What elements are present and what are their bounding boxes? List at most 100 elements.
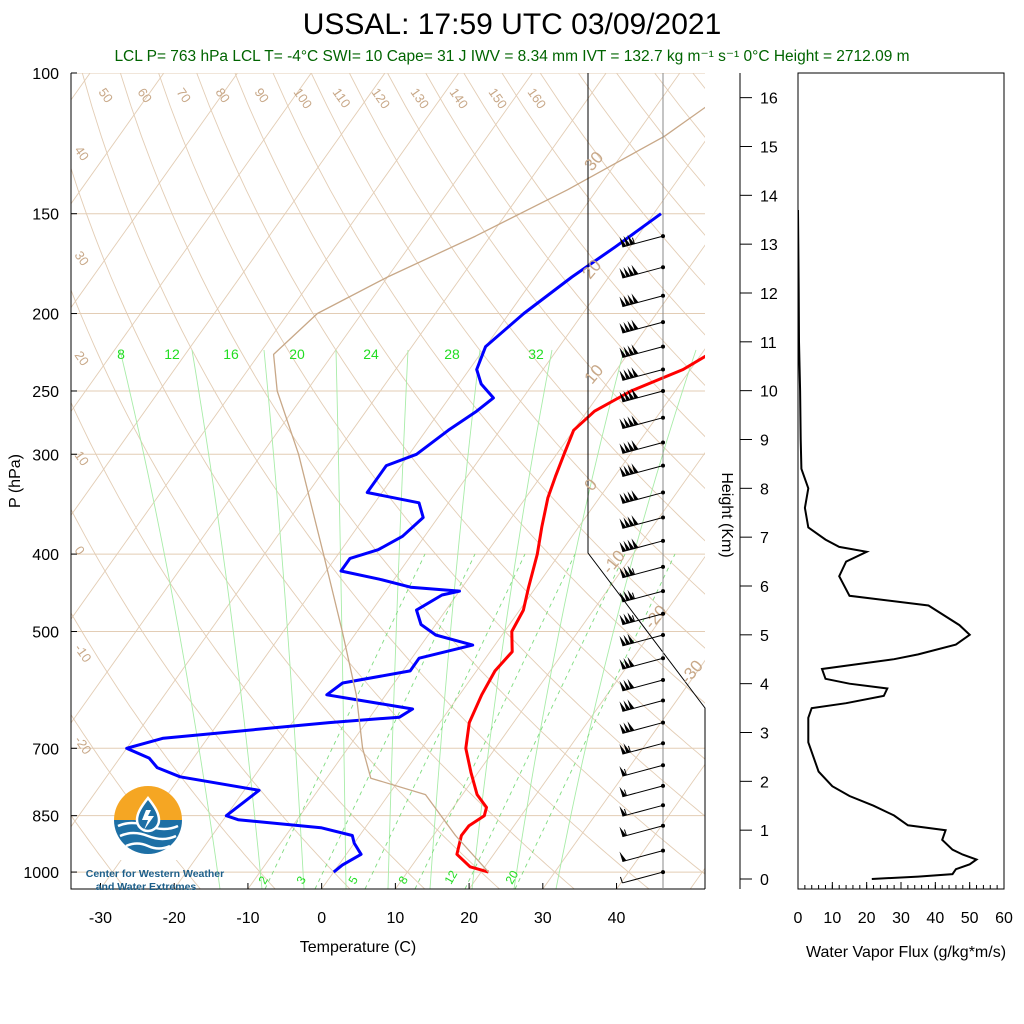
wind-barb xyxy=(619,234,665,248)
wv-y-tick-label: 3 xyxy=(760,725,769,742)
wind-barb-feather xyxy=(619,659,627,670)
mixing-ratio-label: 3 xyxy=(293,873,309,886)
theta-e-label: 32 xyxy=(528,346,544,362)
moist-adiabat-line xyxy=(387,349,409,889)
theta-e-label: 24 xyxy=(363,346,379,362)
moist-adiabat-line xyxy=(119,349,221,889)
logo-bolt-icon xyxy=(142,810,154,830)
wind-barb-feather xyxy=(623,346,631,357)
wind-barb xyxy=(619,264,665,279)
skewt-right-boundary xyxy=(587,73,706,889)
isotherm-line xyxy=(173,140,705,889)
wind-barb xyxy=(619,367,665,381)
isotherm-line xyxy=(71,73,238,309)
wind-barb-half xyxy=(627,745,631,753)
wind-barb-feather xyxy=(623,658,631,669)
dry-adiabat-line xyxy=(119,73,705,875)
theta-e-label: 28 xyxy=(444,346,460,362)
temperature-line xyxy=(455,354,705,874)
wind-barb xyxy=(619,564,665,579)
wind-barb-feather xyxy=(627,441,635,452)
isotherm-line xyxy=(321,348,705,889)
y-tick-label: 200 xyxy=(32,307,59,324)
wind-barb xyxy=(619,515,665,529)
isotherm-top-label: 110 xyxy=(330,85,354,111)
isotherm-line xyxy=(395,452,705,889)
wv-x-tick-label: 60 xyxy=(995,910,1013,927)
wind-barb-feather xyxy=(623,321,631,332)
wind-barb-feather xyxy=(627,721,635,732)
dry-adiabat-line xyxy=(71,288,500,889)
chart-title: USSAL: 17:59 UTC 03/09/2021 xyxy=(302,8,722,41)
wind-barb-feather xyxy=(619,635,627,646)
wind-barb xyxy=(619,344,665,358)
wind-barb-shaft xyxy=(622,764,664,777)
wind-barbs xyxy=(619,73,665,889)
x-tick-label: 40 xyxy=(608,910,626,927)
wind-barb-feather xyxy=(627,491,635,502)
wind-barb-feather xyxy=(631,415,639,426)
water-vapor-panel: 0 10 20 30 40 50 60012345678910111213141516Wat… xyxy=(718,72,1013,961)
dry-adiabat-line xyxy=(71,814,127,889)
isotherm-line xyxy=(616,763,705,889)
dry-adiabat-line xyxy=(234,73,705,704)
wind-barb-feather xyxy=(623,442,631,453)
x-tick-label: -10 xyxy=(236,910,259,927)
isotherm-top-label: 150 xyxy=(486,85,511,111)
isotherm-top-label: 130 xyxy=(408,85,433,111)
wv-y-axis-title: Height (Km) xyxy=(718,472,735,557)
theta-e-label: 8 xyxy=(117,346,125,362)
wind-barb-feather xyxy=(623,700,631,711)
wind-barb-half xyxy=(623,768,627,776)
skewt-series xyxy=(125,106,705,874)
x-tick-label: -20 xyxy=(163,910,186,927)
wind-barb-feather xyxy=(619,744,627,755)
mixing-ratio-label: 8 xyxy=(395,873,411,886)
wind-barb xyxy=(619,538,665,553)
isotherm-top-label: 60 xyxy=(135,85,156,105)
wind-barb-half xyxy=(623,829,627,836)
theta-e-label: 12 xyxy=(164,346,180,362)
wind-barb-feather xyxy=(623,295,631,306)
isotherm-left-label: -20 xyxy=(72,733,95,757)
x-tick-label: 0 xyxy=(317,910,326,927)
dry-adiabat-line xyxy=(196,73,705,760)
x-tick-label: 30 xyxy=(534,910,552,927)
isotherm-line xyxy=(764,73,1024,889)
moist-adiabat-line xyxy=(513,349,625,889)
dewpoint-line xyxy=(125,212,662,874)
wind-barb xyxy=(619,848,665,862)
wv-y-tick-label: 2 xyxy=(760,774,769,791)
logo-wave-icon xyxy=(119,831,177,841)
isotherm-line xyxy=(468,555,705,889)
wv-y-tick-label: 9 xyxy=(760,432,769,449)
wind-barb-feather xyxy=(627,389,635,400)
wind-barb-feather xyxy=(627,633,635,644)
wv-x-tick-label: 30 xyxy=(892,910,910,927)
dry-adiabat-line xyxy=(71,612,276,889)
wind-barb xyxy=(619,678,665,692)
x-axis-title: Temperature (C) xyxy=(300,939,416,956)
wind-barb-feather xyxy=(627,464,635,475)
wind-barb xyxy=(619,415,665,430)
wind-barb-feather xyxy=(619,591,627,602)
dry-adiabat-line xyxy=(310,73,705,595)
y-tick-label: 400 xyxy=(32,547,59,564)
skewt-background xyxy=(71,73,1024,889)
wv-series xyxy=(798,209,979,880)
wind-barb xyxy=(619,319,665,334)
wind-barb-half xyxy=(631,568,635,575)
wind-barb-feather xyxy=(631,319,639,330)
y-tick-label: 250 xyxy=(32,384,59,401)
wind-barb-feather xyxy=(623,679,631,690)
wv-y-tick-label: 11 xyxy=(760,335,777,352)
wind-barb-feather xyxy=(631,293,639,304)
wind-barb-shaft xyxy=(622,871,664,884)
wind-barb xyxy=(619,763,665,777)
mixing-ratio-label: 20 xyxy=(502,868,521,887)
moist-adiabat-line xyxy=(191,349,263,889)
wind-barb-feather xyxy=(631,344,639,355)
wind-barb-feather xyxy=(623,613,631,624)
wind-barb-feather xyxy=(627,294,635,305)
moist-adiabat-line xyxy=(263,349,305,889)
